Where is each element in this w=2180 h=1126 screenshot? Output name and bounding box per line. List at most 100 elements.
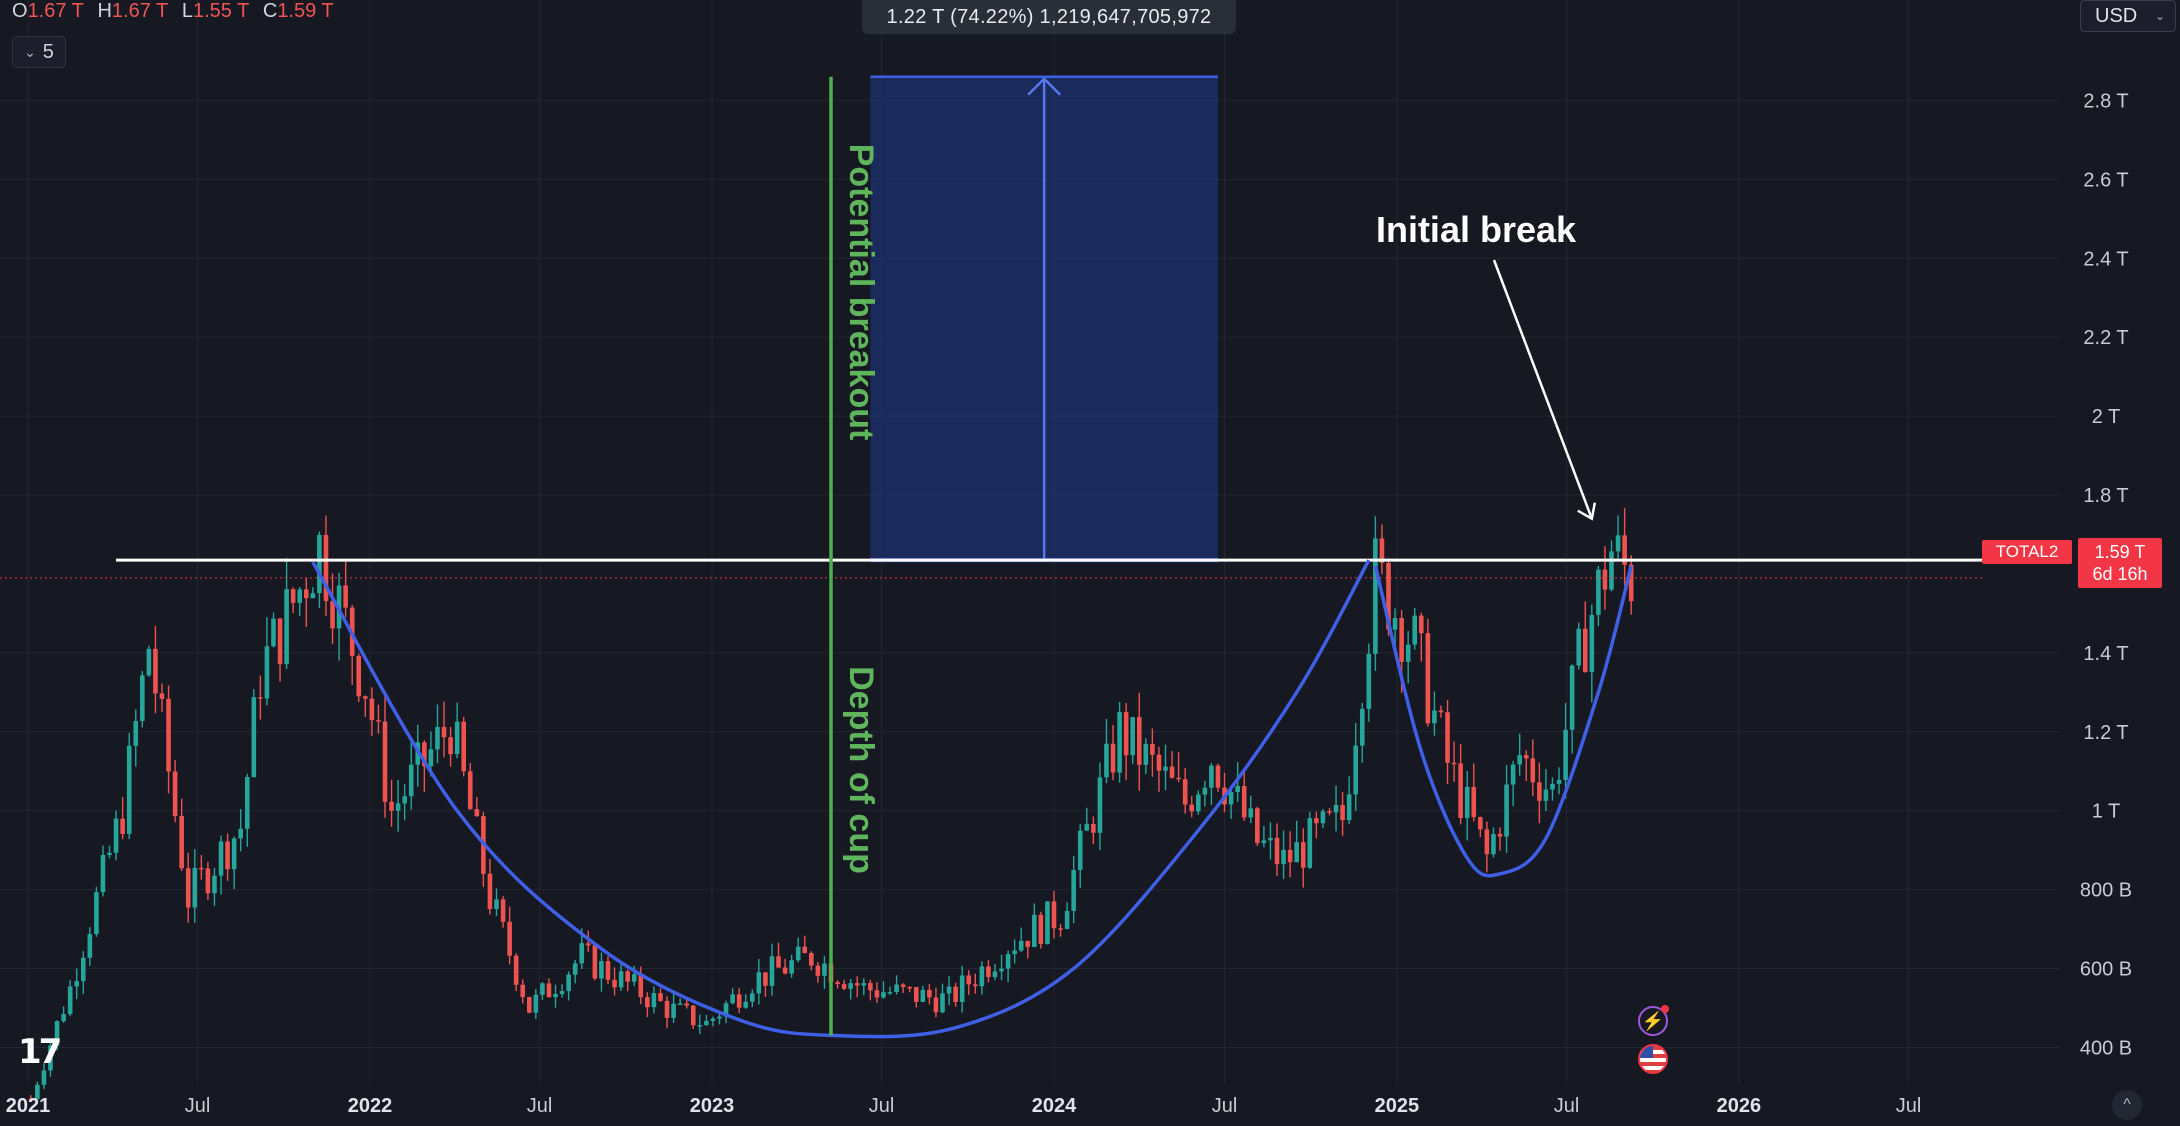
candle-body (1471, 786, 1477, 818)
candle-body (448, 737, 453, 755)
candle-body (474, 809, 480, 817)
candle-body (1550, 783, 1555, 790)
candle-body (566, 974, 571, 992)
initial-break-arrow (1492, 259, 1593, 520)
candle-body (1314, 818, 1319, 824)
currency-label: USD (2095, 4, 2138, 27)
candle-body (848, 983, 853, 989)
candle-body (1163, 766, 1168, 771)
candle-body (1556, 779, 1562, 784)
candle-body (612, 979, 617, 988)
candle-body (343, 585, 348, 608)
candle-body (1071, 869, 1076, 911)
x-tick-label: 2021 (6, 1095, 51, 1117)
indicators-collapse-button[interactable]: ⌄ 5 (12, 36, 66, 68)
candle-body (999, 968, 1004, 972)
candle-body (402, 796, 407, 804)
candle-body (1235, 785, 1240, 793)
scroll-up-icon[interactable]: ^ (2112, 1090, 2142, 1120)
lightning-icon[interactable]: ⚡ (1638, 1005, 1669, 1036)
candle-body (992, 971, 998, 978)
high-value: 1.67 T (111, 0, 169, 22)
candle-body (435, 726, 440, 750)
open-key: O (12, 0, 28, 22)
candle-body (907, 986, 913, 989)
candle-body (868, 983, 873, 991)
depth-of-cup-label: Depth of cup (842, 666, 880, 874)
candle-body (717, 1016, 722, 1019)
candle-body (317, 534, 322, 594)
indicator-count: 5 (42, 40, 54, 63)
open-value: 1.67 T (27, 0, 84, 22)
candle-body (802, 946, 808, 954)
candle-body (35, 1084, 40, 1099)
candle-body (704, 1020, 709, 1026)
x-tick-label: 2022 (348, 1095, 393, 1117)
candle-body (284, 589, 289, 665)
candle-body (192, 867, 198, 908)
candle-body (1386, 562, 1391, 630)
candle-body (126, 745, 132, 834)
y-tick-label: 1.8 T (2083, 485, 2128, 507)
candle-body (1327, 811, 1332, 813)
candle-body (1018, 940, 1024, 951)
symbol-tag: TOTAL2 (1982, 540, 2072, 564)
close-key: C (262, 0, 278, 22)
candle-body (631, 974, 637, 982)
bar-countdown: 6d 16h (2092, 564, 2148, 584)
candle-body (1025, 940, 1031, 947)
x-tick-label: Jul (869, 1095, 895, 1117)
y-tick-label: 800 B (2080, 880, 2132, 902)
candle-body (684, 1003, 690, 1006)
candle-body (244, 777, 250, 829)
candle-body (218, 841, 224, 876)
candle-body (1084, 823, 1090, 831)
candle-body (1156, 754, 1162, 771)
candle-body (1622, 535, 1627, 565)
y-tick-label: 2.8 T (2083, 90, 2128, 112)
candle-body (153, 648, 158, 694)
candle-body (900, 984, 906, 987)
y-tick-label: 2.2 T (2083, 327, 2128, 349)
candle-body (94, 892, 99, 935)
x-tick-label: Jul (185, 1095, 211, 1117)
candle-body (881, 992, 886, 998)
initial-break-label: Initial break (1376, 209, 1577, 250)
candle-body (946, 986, 952, 994)
candle-body (172, 771, 178, 817)
currency-selector[interactable]: USD ⌄ (2080, 0, 2176, 32)
candle-body (258, 697, 263, 699)
candle-body (697, 1025, 703, 1027)
candle-body (1209, 765, 1214, 788)
candle-body (1320, 811, 1326, 824)
x-tick-label: Jul (1896, 1095, 1922, 1117)
candle-body (572, 963, 578, 975)
tradingview-logo[interactable]: 17 (18, 1032, 62, 1072)
candle-body (789, 960, 794, 974)
candle-body (1045, 901, 1050, 945)
candle-body (1248, 808, 1254, 818)
candle-body (290, 589, 296, 603)
us-flag-icon[interactable] (1638, 1044, 1668, 1074)
candle-body (1478, 817, 1483, 830)
candle-body (887, 992, 893, 994)
candle-body (113, 818, 119, 853)
y-tick-label: 1.2 T (2083, 722, 2128, 744)
candle-body (146, 648, 152, 676)
candle-body (1392, 617, 1398, 630)
handle-curve (1373, 565, 1633, 878)
x-tick-label: 2026 (1717, 1095, 1762, 1117)
high-key: H (97, 0, 112, 22)
candle-body (1136, 717, 1142, 765)
x-tick-label: Jul (527, 1095, 553, 1117)
ohlc-legend: O1.67 T H1.67 T L1.55 T C1.59 T (12, 0, 342, 23)
candle-body (1091, 823, 1096, 833)
measure-tooltip: 1.22 T (74.22%) 1,219,647,705,972 (862, 0, 1236, 34)
x-tick-label: Jul (1212, 1095, 1238, 1117)
candle-body (1287, 849, 1293, 863)
candle-body (395, 803, 401, 811)
candle-body (1228, 792, 1234, 805)
candle-body (533, 994, 539, 1013)
y-tick-label: 2 T (2092, 406, 2121, 428)
